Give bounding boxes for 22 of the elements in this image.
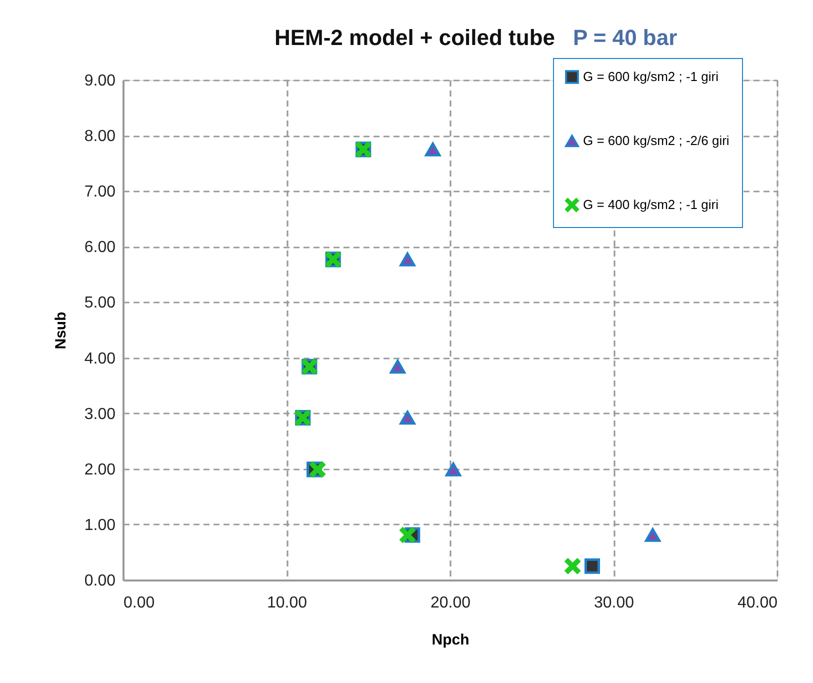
y-tick-label: 5.00 — [84, 294, 116, 312]
y-tick-label: 4.00 — [84, 350, 116, 368]
legend-label: G = 400 kg/sm2 ; -1 giri — [583, 197, 719, 212]
chart-title: HEM-2 model + coiled tube — [274, 25, 555, 50]
y-tick-label: 8.00 — [84, 128, 116, 146]
y-tick-label: 2.00 — [84, 461, 116, 478]
y-tick-label: 3.00 — [84, 406, 116, 423]
x-tick-label: 30.00 — [594, 594, 634, 612]
y-tick-label: 0.00 — [84, 572, 116, 590]
x-tick-label: 10.00 — [266, 594, 308, 612]
y-tick-label: 1.00 — [84, 516, 116, 534]
y-tick-label: 7.00 — [84, 184, 116, 201]
y-tick-label: 6.00 — [84, 239, 116, 256]
x-tick-label: 0.00 — [124, 594, 155, 612]
x-tick-label: 20.00 — [430, 594, 471, 612]
x-tick-label: 40.00 — [737, 594, 778, 612]
x-axis-title: Npch — [432, 632, 470, 648]
y-tick-label: 9.00 — [84, 72, 116, 90]
y-axis-title: Nsub — [52, 312, 70, 350]
legend-label: G = 600 kg/sm2 ; -1 giri — [583, 69, 719, 84]
chart-subtitle: P = 40 bar — [573, 25, 678, 50]
legend-label: G = 600 kg/sm2 ; -2/6 giri — [583, 133, 730, 148]
